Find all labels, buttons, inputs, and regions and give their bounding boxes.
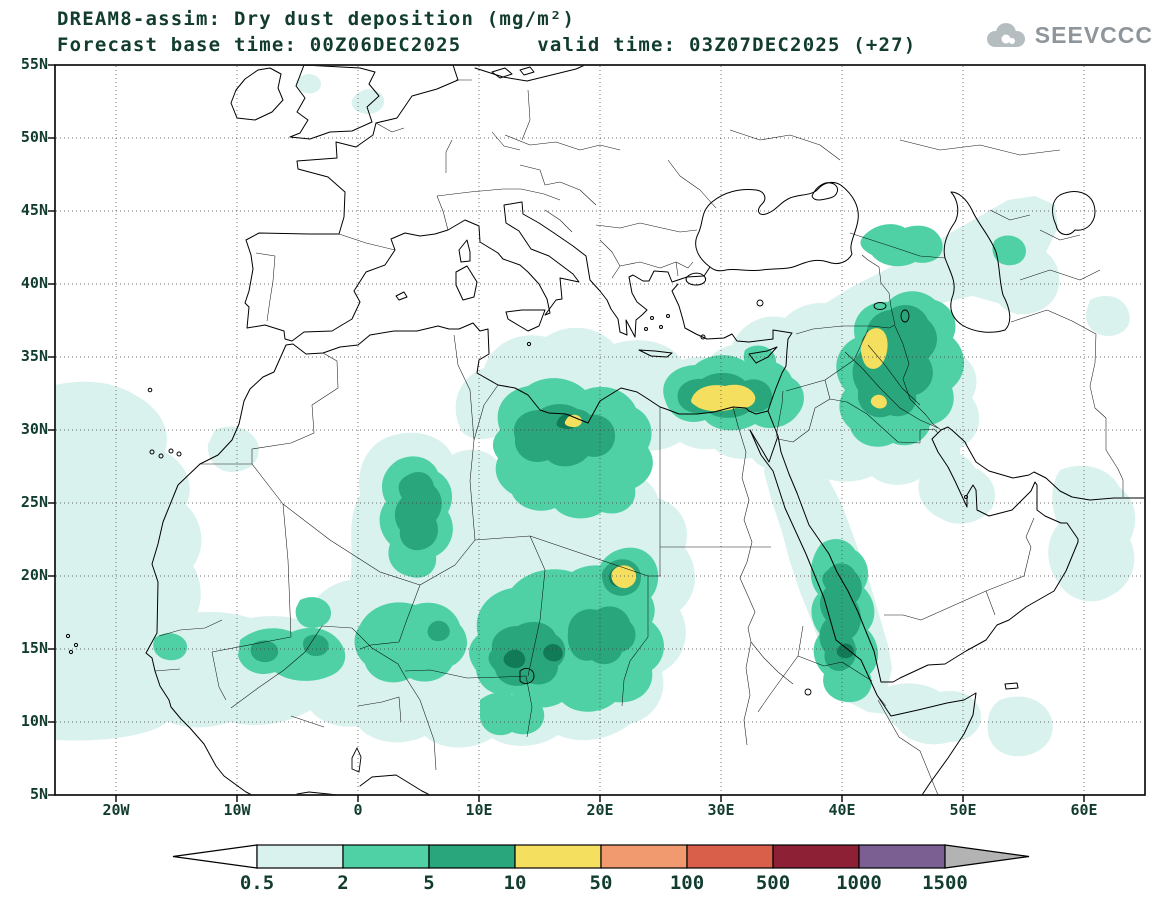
colorbar-cell: [772, 844, 860, 869]
legend-level-label: 10: [503, 872, 527, 894]
lon-label: 40E: [828, 801, 856, 819]
lon-label: 30E: [707, 801, 735, 819]
colorbar-cell: [428, 844, 516, 869]
lat-label: 45N: [20, 201, 48, 219]
legend-level-label: 0.5: [239, 872, 275, 894]
page-subtitle: Forecast base time: 00Z06DEC2025 valid t…: [57, 34, 917, 56]
lat-label: 5N: [29, 785, 48, 803]
legend-level-label: 50: [589, 872, 613, 894]
lon-label: 10W: [223, 801, 251, 819]
lat-label: 35N: [20, 347, 48, 365]
legend-level-label: 2: [337, 872, 349, 894]
logo-text: SEEVCCC: [1034, 21, 1153, 48]
legend-level-label: 100: [669, 872, 705, 894]
colorbar-cell: [600, 844, 688, 869]
lon-label: 20E: [586, 801, 614, 819]
legend-level-label: 5: [423, 872, 435, 894]
lat-label: 50N: [20, 128, 48, 146]
lat-label: 30N: [20, 420, 48, 438]
dust-layer-10-50: [564, 328, 888, 589]
colorbar-cell: [514, 844, 602, 869]
colorbar-arrow-high: [944, 844, 1030, 869]
lon-label: 10E: [465, 801, 493, 819]
legend-level-label: 1000: [836, 872, 882, 894]
lat-label: 40N: [20, 274, 48, 292]
islands: [65, 65, 1019, 690]
rivers: [158, 344, 939, 771]
cloud-icon: [986, 23, 1025, 47]
colorbar-cell: [858, 844, 946, 869]
lon-label: 20W: [102, 801, 130, 819]
lat-label: 15N: [20, 639, 48, 657]
seevccc-logo: SEEVCCC: [982, 20, 1153, 50]
lon-label: 50E: [949, 801, 977, 819]
lat-label: 20N: [20, 566, 48, 584]
grid-lines: [56, 66, 1144, 794]
colorbar-cell: [342, 844, 430, 869]
map-frame: [48, 64, 1146, 802]
lat-label: 25N: [20, 493, 48, 511]
colorbar-arrow-low: [172, 844, 258, 869]
legend-level-label: 1500: [922, 872, 968, 894]
coastlines: [145, 65, 1145, 795]
lon-label: 60E: [1070, 801, 1098, 819]
lat-label: 55N: [20, 55, 48, 73]
colorbar: [172, 844, 1030, 869]
page-title: DREAM8-assim: Dry dust deposition (mg/m²…: [57, 8, 576, 30]
colorbar-cell: [686, 844, 774, 869]
colorbar-cell: [256, 844, 344, 869]
lat-label: 10N: [20, 712, 48, 730]
legend-level-label: 500: [755, 872, 791, 894]
country-borders: [154, 79, 1124, 795]
lon-label: 0: [353, 801, 363, 819]
lakes: [351, 299, 910, 773]
